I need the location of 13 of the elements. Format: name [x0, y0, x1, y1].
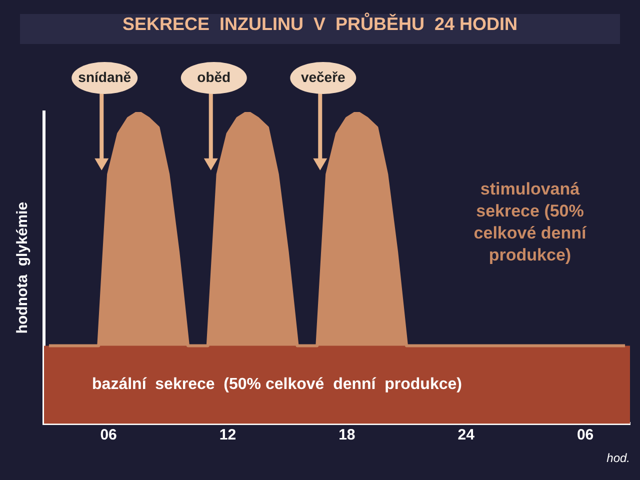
chart-title: SEKRECE INZULINU V PRŮBĚHU 24 HODIN [20, 14, 620, 44]
x-tick-label: 12 [219, 426, 236, 444]
text: večeře [300, 68, 346, 85]
text: stimulovaná sekrece (50% celkové denní produkce) [474, 180, 588, 265]
y-axis-title: hodnota glykémie [14, 202, 32, 334]
x-tick-label: 06 [100, 426, 117, 444]
x-axis-title: hod. [606, 451, 630, 466]
x-tick-label: 06 [576, 426, 594, 444]
band-label: bazální sekrece (50% celkové denní produkce) [92, 376, 462, 394]
x-tick-label: 24 [458, 426, 476, 444]
text: snídaně [78, 68, 132, 85]
text: oběd [197, 68, 231, 85]
x-tick-label: 18 [338, 426, 356, 444]
